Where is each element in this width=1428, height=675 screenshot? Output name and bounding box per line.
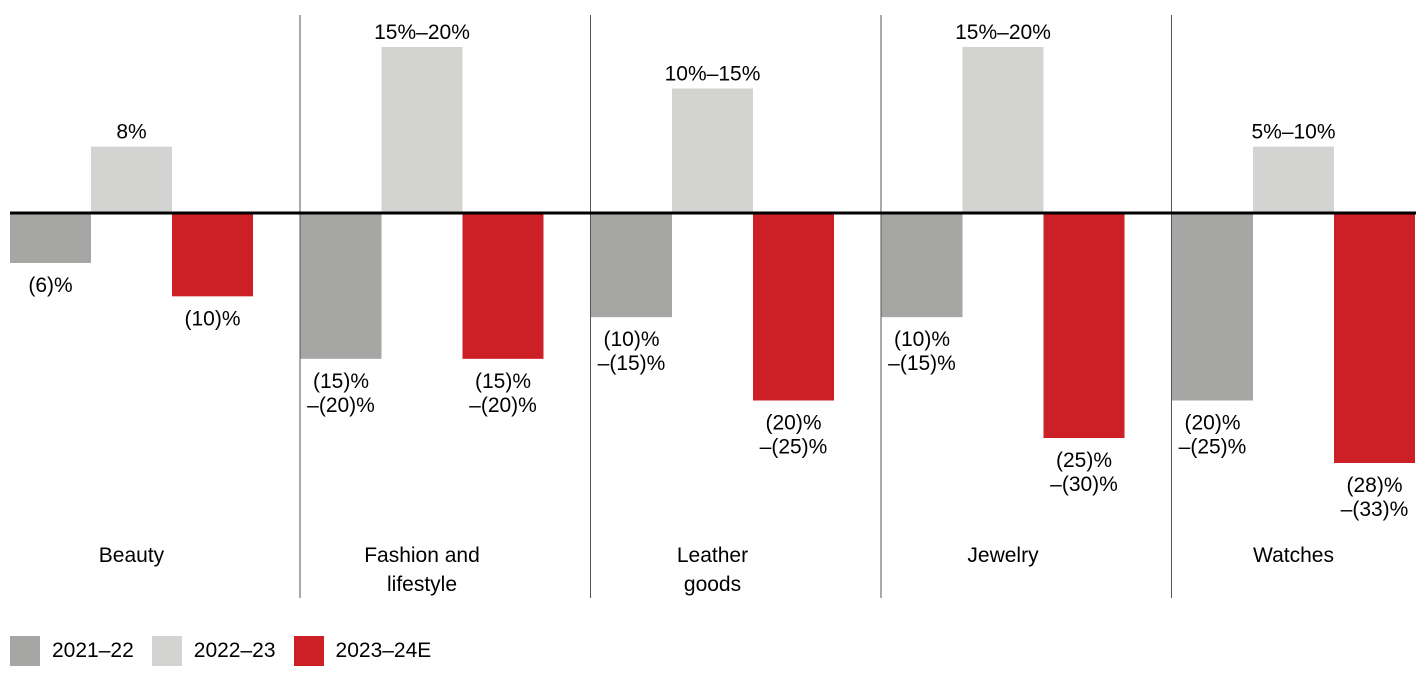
data-label: 8% <box>116 121 146 144</box>
data-label: (15)% –(20)% <box>469 370 537 417</box>
data-label: 10%–15% <box>665 63 761 86</box>
category-label: Beauty <box>99 544 165 567</box>
data-label: 15%–20% <box>955 21 1051 44</box>
legend-swatch <box>293 636 324 666</box>
data-label: (15)% –(20)% <box>307 370 375 417</box>
category-label: Jewelry <box>967 544 1039 567</box>
legend-item: 2023–24E <box>293 636 432 666</box>
bar <box>381 47 463 213</box>
bar <box>1253 146 1334 213</box>
bar <box>591 213 672 318</box>
data-label: (20)% –(25)% <box>1179 412 1247 459</box>
bar <box>672 88 753 213</box>
legend-swatch <box>10 636 40 666</box>
data-label: (10)% –(15)% <box>598 328 666 375</box>
bar <box>881 213 963 318</box>
bar <box>462 213 544 359</box>
data-label: (25)% –(30)% <box>1050 449 1118 496</box>
category-label: Watches <box>1253 544 1334 567</box>
chart: (6)% (15)% –(20)% (10)% –(15)% (10)% –(15)% (20… <box>10 15 1416 598</box>
legend-item: 2021–22 <box>10 636 134 666</box>
legend: 2021–22 2022–23 2023–24E <box>10 636 449 666</box>
legend-label: 2023–24E <box>335 639 432 662</box>
category-label: Fashion and lifestyle <box>364 544 480 596</box>
bar <box>10 213 91 263</box>
data-label: 5%–10% <box>1251 121 1335 144</box>
data-label: (28)% –(33)% <box>1341 474 1409 521</box>
data-label: (20)% –(25)% <box>760 412 828 459</box>
data-label: (10)% <box>184 307 240 330</box>
bar <box>1172 213 1253 401</box>
legend-swatch <box>151 636 182 666</box>
data-label: 15%–20% <box>374 21 470 44</box>
bar <box>962 47 1044 213</box>
bar <box>753 213 834 401</box>
category-label: Leather goods <box>677 544 748 596</box>
data-label: (10)% –(15)% <box>888 328 956 375</box>
bar <box>172 213 253 297</box>
bar <box>1334 213 1415 463</box>
bar <box>91 146 172 213</box>
data-label: (6)% <box>28 274 72 297</box>
legend-item: 2022–23 <box>151 636 276 666</box>
legend-label: 2022–23 <box>193 639 276 662</box>
bar <box>300 213 382 359</box>
bar <box>1043 213 1125 438</box>
legend-label: 2021–22 <box>52 639 134 662</box>
